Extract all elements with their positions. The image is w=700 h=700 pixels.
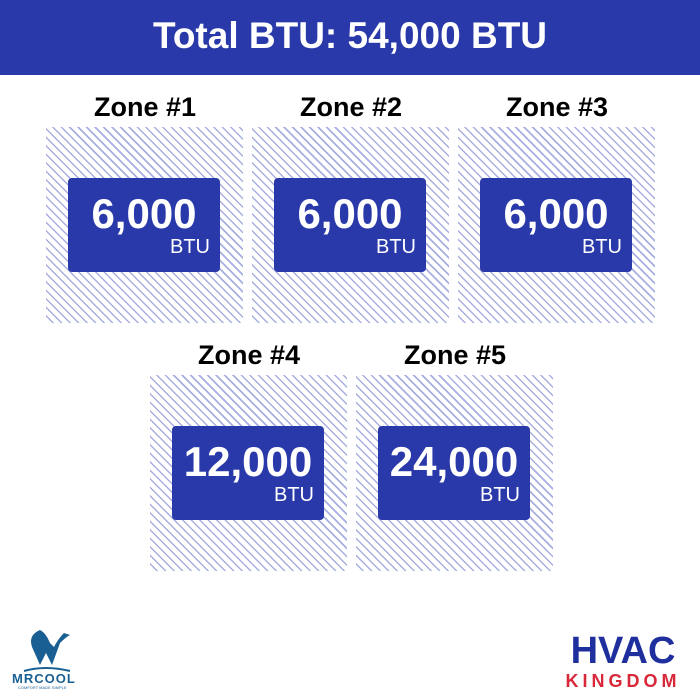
- zone-4: 12,000 BTU: [150, 375, 347, 571]
- total-btu-header: Total BTU: 54,000 BTU: [0, 0, 700, 75]
- zone-4-card: 12,000 BTU: [172, 426, 324, 520]
- zone-1-value: 6,000: [91, 190, 197, 237]
- zone-2-label: Zone #2: [299, 92, 403, 122]
- kingdom-logo-text: KINGDOM: [565, 671, 681, 691]
- zone-2-unit: BTU: [376, 236, 416, 258]
- polar-bear-icon: MRCOOL COMFORT MADE SIMPLE: [12, 630, 76, 690]
- zone-1-card: 6,000 BTU: [68, 178, 220, 272]
- zone-3-value: 6,000: [503, 190, 609, 237]
- zone-3-unit: BTU: [582, 236, 622, 258]
- zone-3-card: 6,000 BTU: [480, 178, 632, 272]
- svg-text:MRCOOL: MRCOOL: [12, 671, 76, 686]
- mrcool-logo: MRCOOL COMFORT MADE SIMPLE: [10, 625, 105, 690]
- zone-5-label: Zone #5: [403, 340, 507, 370]
- zone-4-unit: BTU: [274, 484, 314, 506]
- zone-4-value: 12,000: [183, 438, 313, 485]
- zone-2-card: 6,000 BTU: [274, 178, 426, 272]
- zone-1-unit: BTU: [170, 236, 210, 258]
- zone-5-value: 24,000: [389, 438, 519, 485]
- zone-5: 24,000 BTU: [356, 375, 553, 571]
- zone-3-label: Zone #3: [505, 92, 609, 122]
- zone-5-card: 24,000 BTU: [378, 426, 530, 520]
- hvac-logo-text: HVAC: [570, 630, 676, 672]
- zone-2: 6,000 BTU: [252, 127, 449, 323]
- zone-1: 6,000 BTU: [46, 127, 243, 323]
- zone-4-label: Zone #4: [197, 340, 301, 370]
- svg-text:COMFORT MADE SIMPLE: COMFORT MADE SIMPLE: [18, 685, 67, 690]
- zone-1-label: Zone #1: [93, 92, 197, 122]
- zone-3: 6,000 BTU: [458, 127, 655, 323]
- zone-5-unit: BTU: [480, 484, 520, 506]
- zone-2-value: 6,000: [297, 190, 403, 237]
